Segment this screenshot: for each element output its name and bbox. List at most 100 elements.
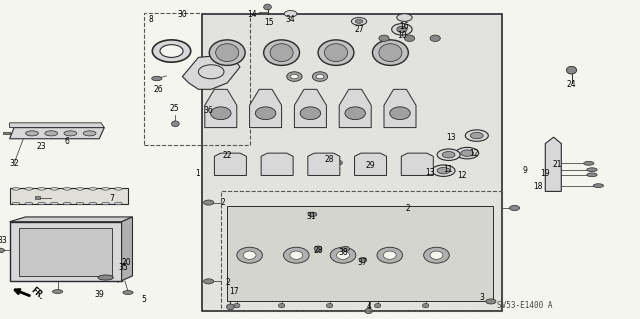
Ellipse shape <box>83 131 96 136</box>
Ellipse shape <box>587 168 597 172</box>
Ellipse shape <box>63 188 71 190</box>
Ellipse shape <box>291 74 298 79</box>
Ellipse shape <box>38 188 45 190</box>
Text: 36: 36 <box>203 106 213 115</box>
Text: 8: 8 <box>148 15 154 24</box>
Text: 10: 10 <box>397 31 407 40</box>
Polygon shape <box>205 89 237 128</box>
Ellipse shape <box>509 205 520 211</box>
Ellipse shape <box>587 173 597 177</box>
Ellipse shape <box>0 248 4 253</box>
Polygon shape <box>355 153 387 175</box>
Text: 22: 22 <box>223 151 232 160</box>
Polygon shape <box>545 137 561 191</box>
Ellipse shape <box>123 291 133 294</box>
Bar <box>3 132 10 134</box>
Polygon shape <box>10 128 104 139</box>
Ellipse shape <box>377 247 403 263</box>
Ellipse shape <box>316 74 324 79</box>
Ellipse shape <box>26 131 38 136</box>
Ellipse shape <box>392 24 412 35</box>
Text: SV53-E1400 A: SV53-E1400 A <box>497 301 552 310</box>
Polygon shape <box>214 153 246 175</box>
Ellipse shape <box>243 251 256 259</box>
Ellipse shape <box>365 308 372 314</box>
Ellipse shape <box>287 72 302 81</box>
Text: 23: 23 <box>36 142 46 151</box>
Text: 29: 29 <box>365 161 375 170</box>
Ellipse shape <box>45 131 58 136</box>
Ellipse shape <box>284 11 297 17</box>
Ellipse shape <box>390 107 410 120</box>
Ellipse shape <box>342 246 349 251</box>
Text: 2: 2 <box>225 278 230 287</box>
Bar <box>221 191 502 311</box>
Text: 9: 9 <box>522 166 527 175</box>
Text: 38: 38 <box>339 249 349 257</box>
Text: 21: 21 <box>552 160 561 169</box>
Polygon shape <box>182 54 240 89</box>
Ellipse shape <box>237 247 262 263</box>
Ellipse shape <box>379 44 402 62</box>
Ellipse shape <box>172 121 179 127</box>
Ellipse shape <box>278 303 285 308</box>
Text: 26: 26 <box>153 85 163 94</box>
Ellipse shape <box>264 40 300 65</box>
Ellipse shape <box>152 40 191 62</box>
Ellipse shape <box>98 275 113 280</box>
Ellipse shape <box>374 303 381 308</box>
Ellipse shape <box>318 40 354 65</box>
Ellipse shape <box>64 131 77 136</box>
Polygon shape <box>384 89 416 128</box>
Ellipse shape <box>76 202 84 205</box>
Ellipse shape <box>204 279 214 284</box>
Ellipse shape <box>51 202 58 205</box>
Polygon shape <box>308 153 340 175</box>
Ellipse shape <box>359 257 367 263</box>
Text: 24: 24 <box>566 80 577 89</box>
Ellipse shape <box>355 19 363 23</box>
Ellipse shape <box>330 247 356 263</box>
Polygon shape <box>122 217 132 281</box>
Text: 13: 13 <box>446 133 456 142</box>
Ellipse shape <box>76 188 84 190</box>
Ellipse shape <box>51 188 58 190</box>
Ellipse shape <box>25 202 33 205</box>
Ellipse shape <box>312 72 328 81</box>
Ellipse shape <box>152 76 162 81</box>
Text: 12: 12 <box>469 149 478 158</box>
Text: 35: 35 <box>118 263 128 272</box>
Ellipse shape <box>12 202 20 205</box>
Ellipse shape <box>290 251 303 259</box>
Polygon shape <box>294 89 326 128</box>
Ellipse shape <box>255 107 276 120</box>
Ellipse shape <box>437 167 450 174</box>
Ellipse shape <box>25 188 33 190</box>
Text: 28: 28 <box>314 246 323 255</box>
Ellipse shape <box>284 247 309 263</box>
Ellipse shape <box>345 107 365 120</box>
Ellipse shape <box>204 200 214 205</box>
Text: 17: 17 <box>228 287 239 296</box>
Text: 32: 32 <box>9 159 19 168</box>
Ellipse shape <box>383 251 396 259</box>
Ellipse shape <box>234 303 240 308</box>
Ellipse shape <box>372 40 408 65</box>
Ellipse shape <box>566 66 577 74</box>
Ellipse shape <box>378 165 384 168</box>
Ellipse shape <box>63 202 71 205</box>
Ellipse shape <box>470 132 483 139</box>
Ellipse shape <box>324 44 348 62</box>
Ellipse shape <box>432 165 455 176</box>
Text: 2: 2 <box>220 198 225 207</box>
Text: 7: 7 <box>109 194 115 203</box>
Text: 33: 33 <box>0 236 8 245</box>
Ellipse shape <box>422 303 429 308</box>
Ellipse shape <box>211 107 231 120</box>
Polygon shape <box>339 89 371 128</box>
Ellipse shape <box>12 188 20 190</box>
Text: 6: 6 <box>65 137 70 146</box>
Text: FR.: FR. <box>29 286 45 302</box>
Text: 5: 5 <box>141 295 146 304</box>
Text: 39: 39 <box>94 290 104 299</box>
